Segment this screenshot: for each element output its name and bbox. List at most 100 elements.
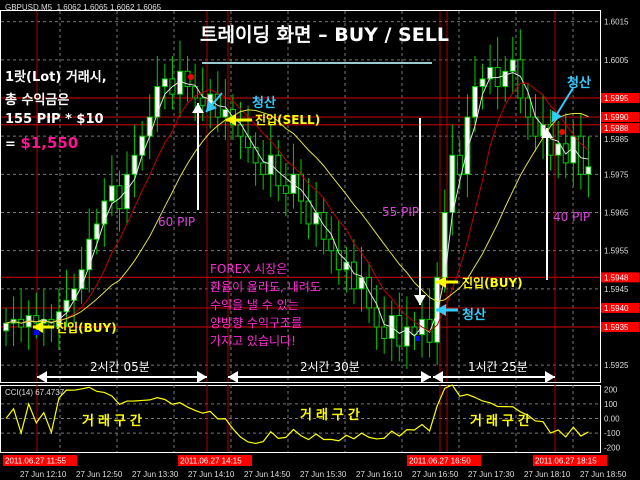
candle-body xyxy=(441,212,448,278)
candle-body xyxy=(222,108,229,118)
summary-line: 155 PIP * $10 xyxy=(5,112,104,127)
pip-up-arrow-head xyxy=(541,128,553,138)
price-label-bg xyxy=(601,322,639,333)
candle-body xyxy=(33,315,40,324)
candle-body xyxy=(358,276,365,290)
candle-body xyxy=(381,326,388,339)
entry-sell-label: 진입(SELL) xyxy=(255,113,321,127)
candle-body xyxy=(192,86,199,99)
candle-body xyxy=(124,173,131,210)
candle-body xyxy=(252,147,259,164)
candle-body xyxy=(328,238,335,252)
trade-zone-label: 거래구간 xyxy=(300,408,364,423)
candle-body xyxy=(373,307,380,328)
duration-arrow-head xyxy=(545,371,555,383)
entry-buy-label: 진입(BUY) xyxy=(462,276,523,290)
price-tick: 1.6015 xyxy=(604,18,629,27)
price-tick: 1.5985 xyxy=(604,135,629,144)
candle-body xyxy=(86,238,93,271)
candle-body xyxy=(532,116,539,137)
time-tick: 27 Jun 17:30 xyxy=(468,470,515,479)
candle-body xyxy=(116,185,123,210)
candle-body xyxy=(282,185,289,194)
price-level-label: 1.5940 xyxy=(604,304,629,313)
candle-body xyxy=(3,322,9,332)
candle-body xyxy=(396,315,403,347)
candle-body xyxy=(464,116,471,175)
time-marker-bg xyxy=(178,455,252,466)
candle-body xyxy=(502,70,509,88)
cci-tick: 100 xyxy=(604,400,618,409)
price-level-label: 1.5988 xyxy=(604,124,629,133)
duration-arrow-head xyxy=(421,371,431,383)
candle-body xyxy=(71,288,78,301)
candle-body xyxy=(479,78,486,88)
cci-tick: -100 xyxy=(604,429,621,438)
buy-signal-dot xyxy=(34,330,39,335)
chart-header: GBPUSD,M5 1.6062 1.6065 1.6062 1.6065 xyxy=(5,3,162,12)
duration-arrow-head xyxy=(37,371,47,383)
time-marker-bg xyxy=(407,455,481,466)
cci-tick: -200 xyxy=(604,444,621,453)
candle-body xyxy=(154,86,161,118)
summary-line: 1랏(Lot) 거래시, xyxy=(5,70,107,85)
time-tick: 27 Jun 14:50 xyxy=(244,470,291,479)
close-arrow-head xyxy=(552,110,563,122)
ma-mid-line xyxy=(5,82,589,332)
sell-signal-dot xyxy=(559,129,565,135)
sell-signal-dot xyxy=(188,74,194,80)
price-level-label: 1.5935 xyxy=(604,323,629,332)
close-label: 청산 xyxy=(462,308,486,323)
duration-label: 1시간 25분 xyxy=(468,360,528,374)
main-frame xyxy=(0,10,601,383)
candle-body xyxy=(411,326,418,336)
time-marker-label: 2011.06.27 14:15 xyxy=(180,457,242,466)
candle-body xyxy=(487,66,494,80)
time-tick: 27 Jun 16:10 xyxy=(356,470,403,479)
summary-line: 총 수익금은 xyxy=(5,93,70,108)
cci-tick: 0.00 xyxy=(604,415,620,424)
pip-label: 40 PIP xyxy=(553,210,591,224)
entry-buy-arrow-head xyxy=(33,321,43,333)
time-marker-bg xyxy=(3,455,77,466)
close-arrow-head xyxy=(206,100,218,112)
candle-body xyxy=(146,116,153,137)
time-tick: 27 Jun 18:50 xyxy=(580,470,627,479)
candle-body xyxy=(366,276,373,309)
candle-body xyxy=(471,86,478,118)
candle-body xyxy=(245,135,252,149)
ma-fast-line xyxy=(5,72,589,337)
price-tick: 1.5975 xyxy=(604,170,629,179)
candle-body xyxy=(101,200,108,225)
candle-body xyxy=(93,223,100,240)
pip-label: 55 PIP xyxy=(382,205,420,219)
candle-body xyxy=(161,78,168,88)
candle-body xyxy=(524,97,531,118)
title-underline xyxy=(202,62,432,64)
cci-tick: 200 xyxy=(604,385,618,394)
candle-body xyxy=(260,162,267,175)
duration-label: 2시간 30분 xyxy=(300,360,360,374)
candle-body xyxy=(108,185,115,202)
candle-body xyxy=(517,59,524,99)
price-tick: 1.5945 xyxy=(604,285,629,294)
price-label-bg xyxy=(601,272,639,283)
forex-note: FOREX 시장은 환율이 올라도, 내려도 수익을 낼 수 있는 양방향 수익… xyxy=(210,262,321,348)
buy-signal-dot xyxy=(415,336,420,341)
candle-body xyxy=(350,261,357,290)
time-tick: 27 Jun 14:10 xyxy=(188,470,235,479)
duration-label: 2시간 05분 xyxy=(90,360,150,374)
price-label-bg xyxy=(601,123,639,134)
time-marker-bg xyxy=(533,455,607,466)
duration-arrow-head xyxy=(228,371,238,383)
close-label: 청산 xyxy=(567,76,591,91)
candle-body xyxy=(585,166,592,175)
chart-title: 트레이딩 화면 – BUY / SELL xyxy=(200,24,449,46)
candle-body xyxy=(403,326,410,347)
candle-body xyxy=(555,143,562,156)
pip-down-arrow-head xyxy=(414,295,426,305)
ma-slow-line xyxy=(5,109,589,324)
candle-body xyxy=(449,154,456,214)
entry-buy-arrow-head xyxy=(436,276,446,288)
